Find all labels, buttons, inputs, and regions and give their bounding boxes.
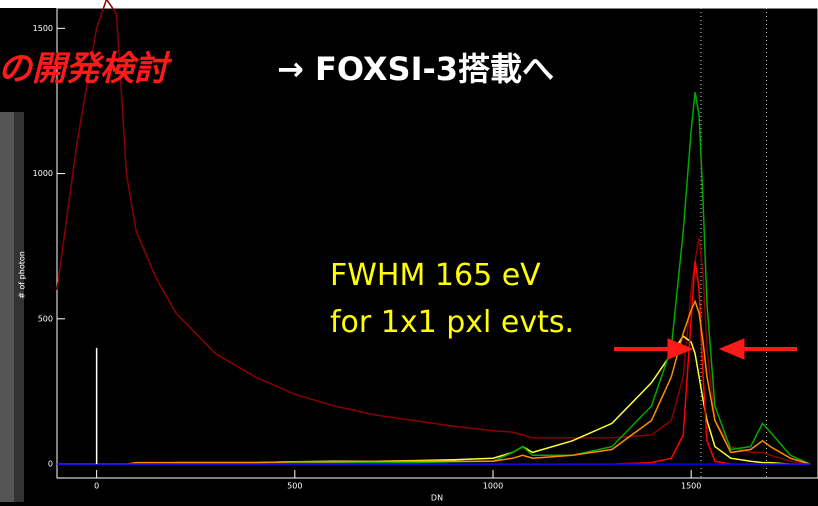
y-tick-label: 0 bbox=[48, 460, 53, 469]
x-tick-label: 500 bbox=[287, 482, 302, 491]
x-tick-label: 1000 bbox=[483, 482, 503, 491]
title-white: → FOXSI-3搭載へ bbox=[277, 50, 554, 88]
y-tick-label: 1500 bbox=[33, 24, 53, 33]
annotation: FWHM 165 eV bbox=[330, 258, 541, 293]
plot-frame bbox=[56, 7, 818, 479]
fwhm-arrows bbox=[614, 338, 797, 360]
plot-area bbox=[56, 0, 811, 478]
top-strip bbox=[0, 0, 818, 8]
annotation: for 1x1 pxl evts. bbox=[330, 305, 574, 340]
x-tick-label: 1500 bbox=[681, 482, 701, 491]
y-tick-label: 1000 bbox=[33, 169, 53, 178]
x-axis-label: DN bbox=[431, 494, 443, 503]
series-line bbox=[57, 299, 811, 465]
photo-strip bbox=[0, 112, 14, 502]
title-red: の開発検討 bbox=[0, 49, 173, 89]
y-tick-label: 500 bbox=[38, 314, 53, 323]
arrow-head bbox=[718, 338, 745, 360]
arrow-head bbox=[667, 338, 694, 360]
x-tick-label: 0 bbox=[94, 482, 99, 491]
y-axis-label: # of photon bbox=[18, 251, 27, 299]
photo-strip bbox=[14, 112, 24, 502]
